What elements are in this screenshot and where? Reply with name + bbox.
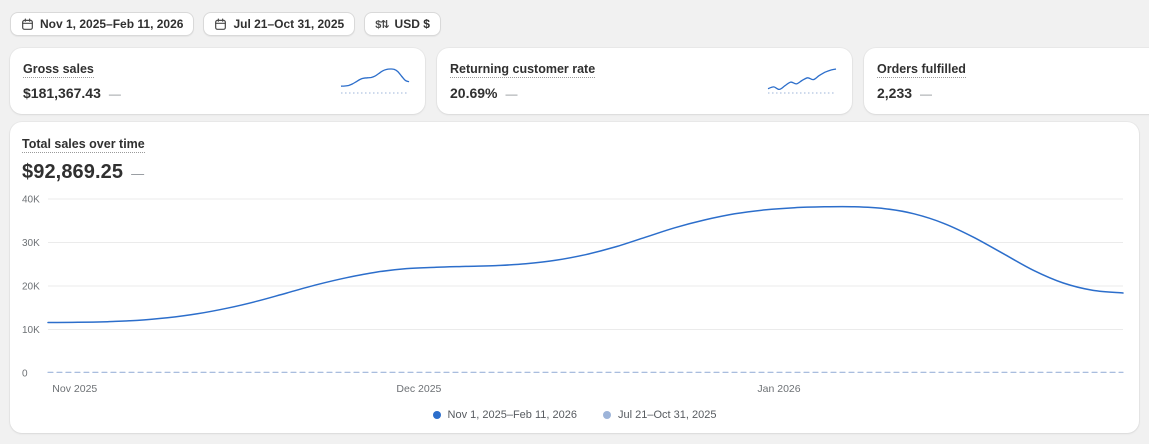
metrics-row: Gross sales $181,367.43 — Returning custo… [10, 48, 1149, 114]
currency-exchange-icon: $⇅ [375, 18, 389, 31]
returning-customer-rate-delta: — [505, 87, 518, 101]
orders-fulfilled-delta: — [920, 87, 933, 101]
legend-dot-current [432, 411, 441, 419]
svg-text:Dec 2025: Dec 2025 [396, 383, 441, 395]
svg-text:Jan 2026: Jan 2026 [757, 383, 800, 395]
svg-text:10K: 10K [22, 325, 40, 336]
orders-fulfilled-card[interactable]: Orders fulfilled 2,233 — [864, 48, 1149, 114]
total-sales-card: Total sales over time $92,869.25 — 0 10K 20… [10, 122, 1139, 433]
returning-customer-rate-title[interactable]: Returning customer rate [450, 62, 596, 78]
returning-customer-rate-sparkline [767, 68, 837, 94]
compare-range-button[interactable]: Jul 21–Oct 31, 2025 [203, 12, 356, 36]
legend-dot-comparison [602, 411, 611, 419]
analytics-page: Nov 1, 2025–Feb 11, 2026 Jul 21–Oct 31, … [10, 12, 1149, 433]
legend-item-comparison: Jul 21–Oct 31, 2025 [602, 409, 717, 421]
legend-item-current: Nov 1, 2025–Feb 11, 2026 [432, 409, 577, 421]
compare-range-label: Jul 21–Oct 31, 2025 [233, 17, 345, 31]
chart-area: 0 10K 20K 30K 40K Nov 2025 Dec 2025 Jan 2026 [22, 190, 1127, 405]
svg-text:Nov 2025: Nov 2025 [52, 383, 97, 395]
chart-legend: Nov 1, 2025–Feb 11, 2026 Jul 21–Oct 31, … [22, 409, 1127, 425]
calendar-compare-icon [214, 18, 227, 31]
total-sales-value: $92,869.25 [22, 161, 124, 183]
gross-sales-value: $181,367.43 [23, 85, 101, 101]
orders-fulfilled-value: 2,233 [877, 85, 913, 101]
currency-label: USD $ [394, 17, 430, 31]
svg-text:0: 0 [22, 369, 28, 380]
returning-customer-rate-card[interactable]: Returning customer rate 20.69% — [437, 48, 852, 114]
calendar-icon [21, 18, 34, 31]
date-range-button[interactable]: Nov 1, 2025–Feb 11, 2026 [10, 12, 195, 36]
legend-label-comparison: Jul 21–Oct 31, 2025 [617, 409, 717, 421]
filters-toolbar: Nov 1, 2025–Feb 11, 2026 Jul 21–Oct 31, … [10, 12, 1139, 36]
gross-sales-card[interactable]: Gross sales $181,367.43 — [10, 48, 425, 114]
svg-text:40K: 40K [22, 195, 40, 206]
gross-sales-sparkline [340, 68, 410, 94]
total-sales-chart[interactable]: 0 10K 20K 30K 40K Nov 2025 Dec 2025 Jan 2026 [22, 190, 1127, 400]
legend-label-current: Nov 1, 2025–Feb 11, 2026 [447, 409, 577, 421]
date-range-label: Nov 1, 2025–Feb 11, 2026 [40, 17, 184, 31]
svg-text:30K: 30K [22, 238, 40, 249]
orders-fulfilled-title[interactable]: Orders fulfilled [877, 62, 966, 78]
gross-sales-delta: — [108, 87, 121, 101]
returning-customer-rate-value: 20.69% [450, 85, 498, 101]
total-sales-delta: — [131, 166, 145, 181]
svg-text:20K: 20K [22, 282, 40, 293]
total-sales-title[interactable]: Total sales over time [22, 137, 145, 153]
currency-button[interactable]: $⇅ USD $ [364, 12, 441, 36]
gross-sales-title[interactable]: Gross sales [23, 62, 94, 78]
